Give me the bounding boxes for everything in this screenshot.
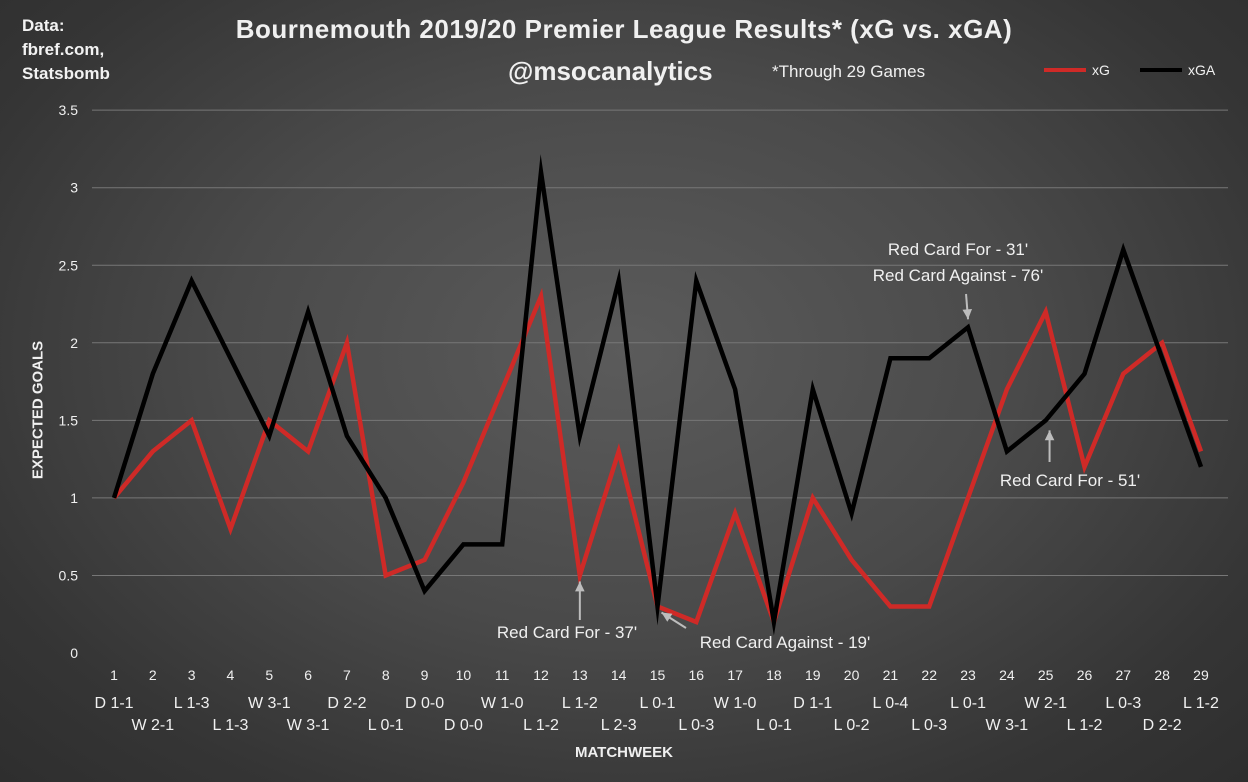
x-tick-label: 5 bbox=[265, 667, 273, 683]
result-label: L 0-4 bbox=[872, 695, 908, 712]
result-label: L 0-2 bbox=[834, 717, 870, 734]
x-tick-label: 22 bbox=[921, 667, 937, 683]
xga-line bbox=[114, 172, 1201, 622]
x-tick-label: 15 bbox=[650, 667, 666, 683]
result-label: W 1-0 bbox=[481, 695, 524, 712]
annotation-arrow-head bbox=[575, 581, 585, 591]
x-tick-label: 3 bbox=[188, 667, 196, 683]
result-label: W 2-1 bbox=[131, 717, 174, 734]
result-label: W 3-1 bbox=[248, 695, 291, 712]
annotation-arrow-head bbox=[962, 309, 972, 319]
x-tick-label: 13 bbox=[572, 667, 588, 683]
x-tick-label: 17 bbox=[727, 667, 743, 683]
x-tick-label: 12 bbox=[533, 667, 549, 683]
y-tick-label: 3 bbox=[70, 180, 78, 196]
result-label: D 2-2 bbox=[327, 695, 366, 712]
y-tick-label: 0.5 bbox=[59, 567, 79, 583]
result-label: L 0-1 bbox=[756, 717, 792, 734]
x-tick-label: 11 bbox=[495, 667, 510, 683]
result-label: L 1-3 bbox=[174, 695, 210, 712]
result-label: L 0-3 bbox=[911, 717, 947, 734]
x-tick-label: 4 bbox=[227, 667, 235, 683]
result-label: L 2-3 bbox=[601, 717, 637, 734]
result-label: D 1-1 bbox=[94, 695, 133, 712]
result-label: L 0-1 bbox=[950, 695, 986, 712]
x-tick-label: 23 bbox=[960, 667, 976, 683]
x-tick-label: 6 bbox=[304, 667, 312, 683]
x-tick-label: 2 bbox=[149, 667, 157, 683]
annotation-text: Red Card For - 37' bbox=[497, 623, 637, 642]
annotation-text: Red Card Against - 76' bbox=[873, 266, 1044, 285]
result-label: L 1-2 bbox=[1067, 717, 1103, 734]
result-label: D 1-1 bbox=[793, 695, 832, 712]
result-label: D 0-0 bbox=[405, 695, 444, 712]
result-label: L 1-2 bbox=[1183, 695, 1219, 712]
result-label: L 0-1 bbox=[368, 717, 404, 734]
result-label: L 1-3 bbox=[213, 717, 249, 734]
x-tick-label: 24 bbox=[999, 667, 1015, 683]
x-tick-label: 14 bbox=[611, 667, 627, 683]
annotation-arrow-head bbox=[661, 612, 672, 621]
y-tick-label: 2.5 bbox=[59, 257, 79, 273]
y-tick-label: 1.5 bbox=[59, 412, 79, 428]
x-tick-label: 28 bbox=[1154, 667, 1170, 683]
result-label: L 1-2 bbox=[562, 695, 598, 712]
x-tick-label: 20 bbox=[844, 667, 860, 683]
annotation-text: Red Card Against - 19' bbox=[700, 633, 871, 652]
x-tick-label: 18 bbox=[766, 667, 782, 683]
x-tick-label: 8 bbox=[382, 667, 390, 683]
x-tick-label: 26 bbox=[1077, 667, 1093, 683]
annotation-arrow-head bbox=[1045, 430, 1055, 440]
x-tick-label: 29 bbox=[1193, 667, 1209, 683]
result-label: L 0-1 bbox=[640, 695, 676, 712]
result-label: W 3-1 bbox=[287, 717, 330, 734]
x-tick-label: 16 bbox=[689, 667, 705, 683]
y-tick-label: 2 bbox=[70, 335, 78, 351]
x-tick-label: 19 bbox=[805, 667, 821, 683]
x-tick-label: 27 bbox=[1116, 667, 1132, 683]
annotation-text: Red Card For - 51' bbox=[1000, 471, 1140, 490]
result-label: L 0-3 bbox=[1105, 695, 1141, 712]
result-label: W 3-1 bbox=[986, 717, 1029, 734]
xg-line bbox=[114, 296, 1201, 622]
x-tick-label: 25 bbox=[1038, 667, 1054, 683]
annotation-text: Red Card For - 31' bbox=[888, 240, 1028, 259]
x-tick-label: 9 bbox=[421, 667, 429, 683]
result-label: W 2-1 bbox=[1024, 695, 1067, 712]
result-label: L 1-2 bbox=[523, 717, 559, 734]
x-tick-label: 7 bbox=[343, 667, 351, 683]
x-tick-label: 1 bbox=[110, 667, 118, 683]
result-label: D 2-2 bbox=[1143, 717, 1182, 734]
y-tick-label: 1 bbox=[70, 490, 78, 506]
x-tick-label: 10 bbox=[456, 667, 472, 683]
x-tick-label: 21 bbox=[883, 667, 899, 683]
result-label: D 0-0 bbox=[444, 717, 483, 734]
result-label: L 0-3 bbox=[678, 717, 714, 734]
y-tick-label: 3.5 bbox=[59, 102, 79, 118]
result-label: W 1-0 bbox=[714, 695, 757, 712]
y-tick-label: 0 bbox=[70, 645, 78, 661]
